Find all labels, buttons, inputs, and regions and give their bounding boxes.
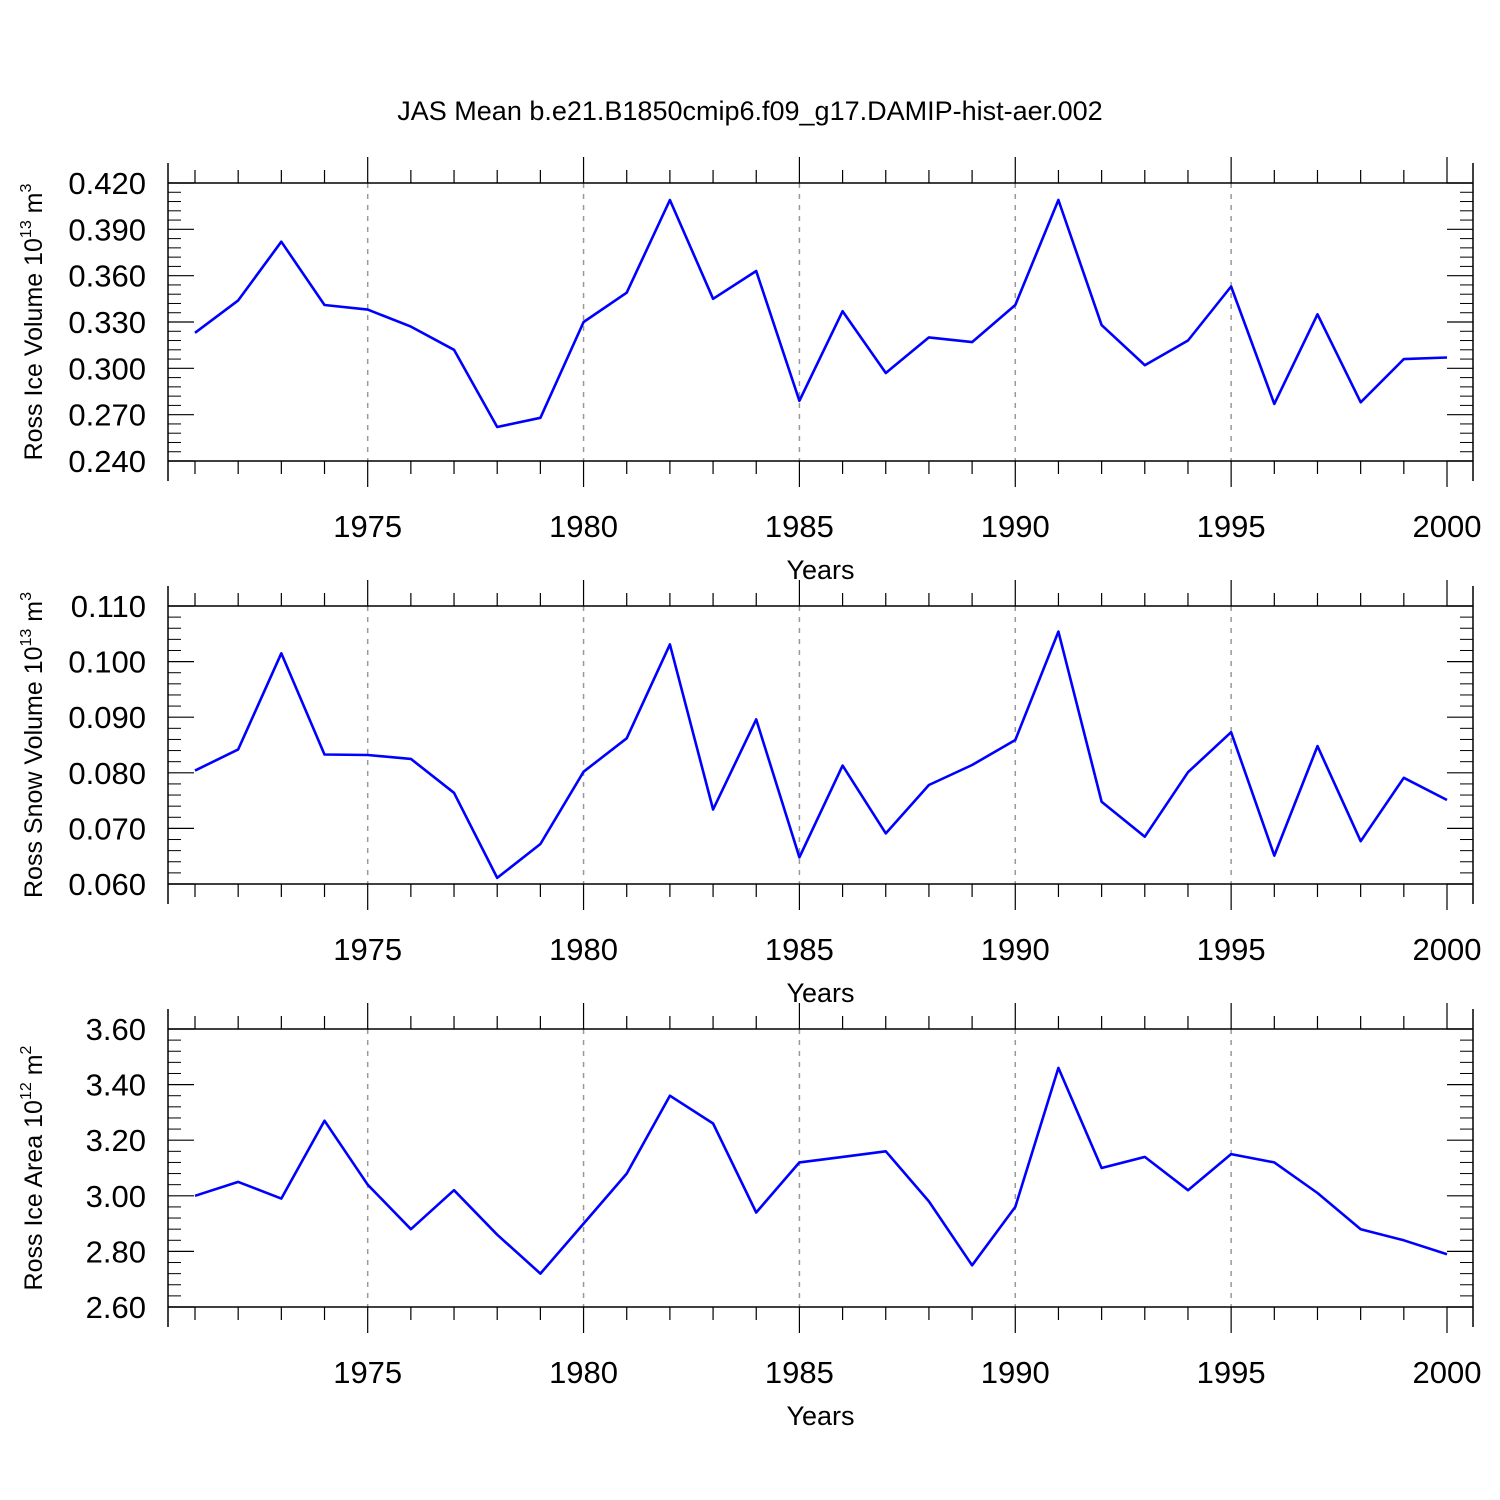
y-tick-label: 3.00: [86, 1179, 146, 1214]
y-axis-label-exponent: 13: [18, 629, 35, 647]
chart-title: JAS Mean b.e21.B1850cmip6.f09_g17.DAMIP-…: [397, 96, 1102, 126]
y-tick-label: 2.80: [86, 1234, 146, 1269]
y-tick-label: 0.300: [68, 351, 146, 386]
y-axis-label: Ross Snow Volume 1013 m3: [18, 592, 48, 898]
x-tick-label: 1990: [981, 509, 1050, 544]
series-line: [194, 630, 1448, 880]
y-axis-label-unit-exponent: 2: [18, 1045, 35, 1054]
series-line: [194, 1066, 1448, 1275]
y-axis-label-unit-exponent: 3: [18, 183, 35, 192]
x-tick-label: 1995: [1197, 509, 1266, 544]
y-axis-label-exponent: 13: [18, 220, 35, 238]
x-tick-label: 1990: [981, 932, 1050, 967]
x-tick-label: 1995: [1197, 932, 1266, 967]
y-tick-label: 0.420: [68, 166, 146, 201]
y-axis-label-text: Ross Snow Volume 10: [20, 646, 48, 898]
x-tick-label: 1985: [765, 1355, 834, 1390]
y-axis-label: Ross Ice Volume 1013 m3: [18, 183, 48, 460]
x-tick-label: 1980: [549, 509, 618, 544]
x-tick-label: 1980: [549, 1355, 618, 1390]
y-tick-label: 0.070: [68, 811, 146, 846]
x-tick-label: 1985: [765, 932, 834, 967]
x-tick-label: 2000: [1413, 932, 1482, 967]
x-axis-label: Years: [786, 1401, 854, 1431]
y-tick-label: 0.080: [68, 756, 146, 791]
panels: 1975 1980 1985 1990 1995 2000 0.240 0.270 0.300 0…: [18, 157, 1481, 1431]
y-axis-label: Ross Ice Area 1012 m2: [18, 1045, 48, 1290]
y-tick-label: 3.20: [86, 1123, 146, 1158]
y-axis-label-text: Ross Ice Area 10: [20, 1100, 48, 1290]
y-tick-label: 3.60: [86, 1012, 146, 1047]
x-tick-label: 1975: [333, 932, 402, 967]
y-tick-label: 0.240: [68, 444, 146, 479]
x-tick-label: 1995: [1197, 1355, 1266, 1390]
x-tick-label: 1980: [549, 932, 618, 967]
y-axis-label-unit: m: [20, 192, 48, 220]
panel-3: 1975 1980 1985 1990 1995 2000 2.60 2.80 3.00 3.20…: [18, 1003, 1481, 1431]
x-tick-label: 2000: [1413, 1355, 1482, 1390]
y-axis-label-unit: m: [20, 601, 48, 629]
panel-1: 1975 1980 1985 1990 1995 2000 0.240 0.270 0.300 0…: [18, 157, 1481, 585]
y-axis-label-text: Ross Ice Volume 10: [20, 238, 48, 460]
y-axis-label-unit-exponent: 3: [18, 592, 35, 601]
x-tick-label: 1975: [333, 1355, 402, 1390]
y-tick-label: 0.360: [68, 259, 146, 294]
x-axis-label: Years: [786, 555, 854, 585]
series-line: [194, 198, 1448, 429]
y-tick-label: 0.390: [68, 212, 146, 247]
y-tick-label: 2.60: [86, 1290, 146, 1325]
x-axis-label: Years: [786, 978, 854, 1008]
y-tick-label: 0.100: [68, 645, 146, 680]
y-axis-label-exponent: 12: [18, 1082, 35, 1100]
x-tick-label: 2000: [1413, 509, 1482, 544]
y-tick-label: 0.270: [68, 398, 146, 433]
y-tick-label: 0.060: [68, 867, 146, 902]
x-tick-label: 1990: [981, 1355, 1050, 1390]
y-tick-label: 0.110: [71, 589, 146, 624]
y-axis-label-unit: m: [20, 1054, 48, 1082]
y-tick-label: 0.090: [68, 700, 146, 735]
x-tick-label: 1975: [333, 509, 402, 544]
y-tick-label: 3.40: [86, 1068, 146, 1103]
y-tick-label: 0.330: [68, 305, 146, 340]
panel-2: 1975 1980 1985 1990 1995 2000 0.060 0.070 0.080 0…: [18, 580, 1481, 1008]
x-tick-label: 1985: [765, 509, 834, 544]
